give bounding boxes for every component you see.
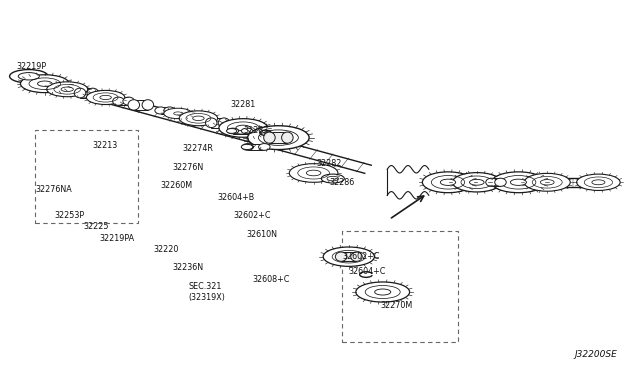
Text: 32225: 32225 bbox=[83, 222, 109, 231]
Ellipse shape bbox=[356, 282, 410, 302]
Ellipse shape bbox=[241, 128, 253, 134]
Text: 32213: 32213 bbox=[93, 141, 118, 150]
Ellipse shape bbox=[142, 100, 154, 110]
Ellipse shape bbox=[248, 126, 309, 150]
Ellipse shape bbox=[470, 179, 484, 185]
Ellipse shape bbox=[227, 128, 239, 134]
Ellipse shape bbox=[510, 179, 527, 185]
Text: 32276N: 32276N bbox=[173, 163, 204, 172]
Ellipse shape bbox=[259, 144, 270, 150]
Ellipse shape bbox=[219, 119, 268, 137]
Bar bbox=[342, 231, 458, 342]
Text: (32319X): (32319X) bbox=[189, 293, 226, 302]
Bar bbox=[35, 130, 138, 223]
Ellipse shape bbox=[128, 100, 140, 110]
Ellipse shape bbox=[74, 88, 86, 98]
Text: 32286: 32286 bbox=[330, 178, 355, 187]
Ellipse shape bbox=[422, 172, 474, 193]
Text: 32220: 32220 bbox=[154, 245, 179, 254]
Ellipse shape bbox=[269, 134, 287, 141]
Ellipse shape bbox=[540, 180, 554, 185]
Text: 32602+C: 32602+C bbox=[234, 211, 271, 220]
Text: 32610N: 32610N bbox=[246, 230, 277, 239]
Text: 32276NA: 32276NA bbox=[35, 185, 72, 194]
Text: 32282: 32282 bbox=[317, 159, 342, 168]
Ellipse shape bbox=[592, 180, 605, 185]
Text: 32608+C: 32608+C bbox=[253, 275, 290, 283]
Ellipse shape bbox=[87, 88, 99, 98]
Ellipse shape bbox=[236, 125, 250, 131]
Ellipse shape bbox=[327, 176, 339, 181]
Ellipse shape bbox=[179, 111, 218, 126]
Ellipse shape bbox=[218, 118, 230, 128]
Ellipse shape bbox=[264, 132, 275, 143]
Ellipse shape bbox=[577, 174, 620, 190]
Ellipse shape bbox=[524, 173, 570, 191]
Ellipse shape bbox=[164, 108, 192, 119]
Ellipse shape bbox=[440, 179, 456, 185]
Ellipse shape bbox=[164, 107, 175, 114]
Ellipse shape bbox=[289, 164, 338, 182]
Ellipse shape bbox=[193, 116, 204, 121]
Ellipse shape bbox=[227, 128, 237, 133]
Ellipse shape bbox=[341, 254, 356, 260]
Ellipse shape bbox=[155, 107, 166, 114]
Ellipse shape bbox=[18, 73, 40, 80]
Ellipse shape bbox=[20, 75, 69, 93]
Ellipse shape bbox=[61, 87, 74, 92]
Text: 32253P: 32253P bbox=[54, 211, 84, 220]
Text: 32270M: 32270M bbox=[381, 301, 413, 310]
Ellipse shape bbox=[495, 178, 506, 186]
Ellipse shape bbox=[307, 170, 321, 176]
Bar bbox=[248, 144, 264, 150]
Ellipse shape bbox=[205, 118, 217, 128]
Text: 32219PA: 32219PA bbox=[99, 234, 134, 243]
Text: 32260M: 32260M bbox=[160, 182, 192, 190]
Text: 32236N: 32236N bbox=[173, 263, 204, 272]
Ellipse shape bbox=[47, 82, 88, 97]
Bar bbox=[134, 100, 148, 110]
Text: 32283: 32283 bbox=[243, 126, 268, 135]
Bar bbox=[341, 252, 356, 261]
Ellipse shape bbox=[241, 144, 253, 150]
Ellipse shape bbox=[123, 97, 134, 105]
Bar bbox=[211, 118, 224, 128]
Text: 32219P: 32219P bbox=[16, 62, 46, 71]
Text: 32602+C: 32602+C bbox=[342, 252, 380, 261]
Ellipse shape bbox=[113, 97, 124, 105]
Ellipse shape bbox=[486, 178, 497, 186]
Ellipse shape bbox=[452, 173, 501, 192]
Ellipse shape bbox=[492, 172, 545, 193]
Text: 32274R: 32274R bbox=[182, 144, 213, 153]
Text: 32604+C: 32604+C bbox=[349, 267, 386, 276]
Ellipse shape bbox=[173, 112, 182, 115]
Ellipse shape bbox=[282, 132, 293, 143]
Text: 32604+B: 32604+B bbox=[218, 193, 255, 202]
Text: 32281: 32281 bbox=[230, 100, 255, 109]
Ellipse shape bbox=[351, 252, 362, 261]
Ellipse shape bbox=[242, 144, 253, 150]
Ellipse shape bbox=[323, 247, 374, 266]
Ellipse shape bbox=[10, 70, 48, 83]
Ellipse shape bbox=[321, 174, 344, 183]
Ellipse shape bbox=[86, 90, 125, 105]
Ellipse shape bbox=[100, 95, 111, 100]
Bar bbox=[161, 107, 170, 114]
Text: SEC.321: SEC.321 bbox=[189, 282, 222, 291]
Bar bbox=[80, 88, 93, 98]
Bar bbox=[492, 178, 500, 186]
Text: J32200SE: J32200SE bbox=[575, 350, 618, 359]
Bar bbox=[118, 97, 129, 105]
Bar bbox=[269, 132, 287, 143]
Ellipse shape bbox=[335, 252, 347, 261]
Ellipse shape bbox=[38, 81, 52, 86]
Ellipse shape bbox=[374, 289, 391, 295]
Bar bbox=[233, 128, 247, 134]
